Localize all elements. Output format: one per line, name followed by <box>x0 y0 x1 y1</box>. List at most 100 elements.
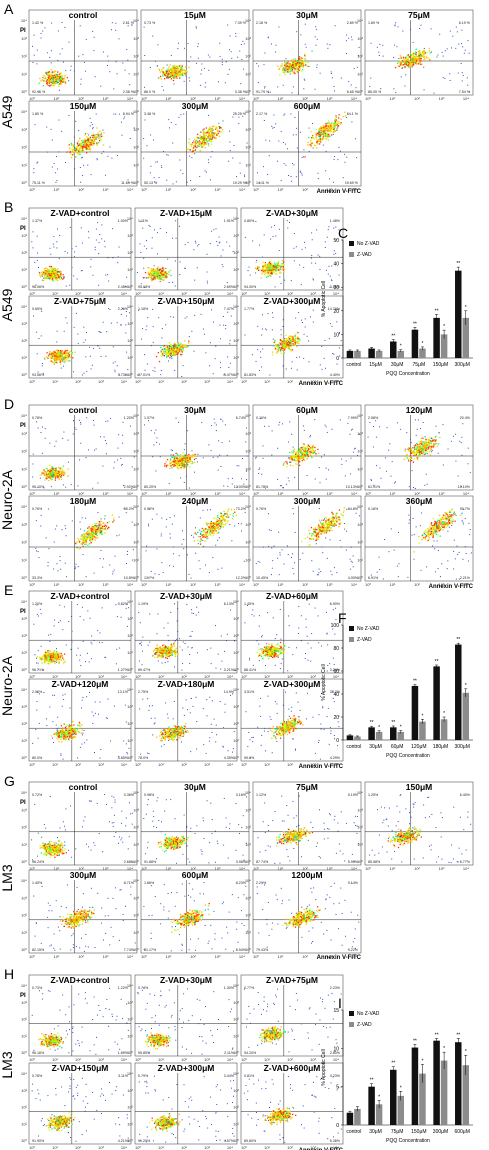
y-tick-label: 10² <box>233 250 239 255</box>
event-dot <box>76 146 78 148</box>
event-dot <box>52 276 54 278</box>
event-dot <box>43 472 45 474</box>
event-dot <box>215 228 217 230</box>
event-dot <box>318 129 321 131</box>
event-dot <box>152 272 154 274</box>
event-dot <box>97 132 99 134</box>
plot-frame <box>140 9 250 96</box>
event-dot <box>152 308 154 310</box>
event-dot <box>295 63 297 65</box>
event-dot <box>46 72 48 74</box>
event-dot <box>36 353 38 355</box>
event-dot <box>60 80 62 82</box>
event-dot <box>182 457 184 459</box>
event-dot <box>205 134 207 136</box>
event-dot <box>53 246 55 248</box>
event-dot <box>39 274 41 276</box>
event-dot <box>278 345 280 347</box>
event-dot <box>48 272 50 275</box>
x-tick-label: 10² <box>287 291 293 296</box>
event-dot <box>260 269 262 271</box>
event-dot <box>401 60 404 62</box>
event-dot <box>44 274 46 276</box>
event-dot <box>297 68 299 70</box>
event-dot <box>287 346 290 349</box>
event-dot <box>116 73 118 75</box>
event-dot <box>283 348 285 351</box>
event-dot <box>163 271 165 273</box>
event-dot <box>43 275 45 277</box>
event-dot <box>285 346 287 348</box>
event-dot <box>167 74 169 76</box>
event-dot <box>45 272 47 275</box>
event-dot <box>57 78 59 80</box>
event-dot <box>210 156 212 158</box>
event-dot <box>173 350 175 352</box>
event-dot <box>284 62 286 64</box>
event-dot <box>62 357 64 359</box>
event-dot <box>267 271 269 273</box>
event-dot <box>159 272 161 275</box>
event-dot <box>158 275 160 277</box>
event-dot <box>81 149 84 152</box>
event-dot <box>222 249 224 251</box>
event-dot <box>281 344 283 346</box>
event-dot <box>107 274 109 276</box>
event-dot <box>316 142 318 144</box>
event-dot <box>281 342 283 344</box>
event-dot <box>88 141 90 143</box>
event-dot <box>271 351 274 353</box>
event-dot <box>263 119 265 121</box>
event-dot <box>414 52 416 55</box>
event-dot <box>289 338 291 340</box>
event-dot <box>182 349 185 351</box>
event-dot <box>171 66 173 68</box>
event-dot <box>197 57 199 59</box>
event-dot <box>125 315 127 317</box>
event-dot <box>188 66 190 69</box>
event-dot <box>417 63 419 65</box>
event-dot <box>85 356 87 358</box>
event-dot <box>271 312 273 314</box>
event-dot <box>54 361 57 364</box>
event-dot <box>329 130 331 133</box>
event-dot <box>282 261 285 263</box>
event-dot <box>302 64 305 67</box>
event-dot <box>92 141 94 143</box>
event-dot <box>86 145 88 147</box>
event-dot <box>439 33 441 35</box>
event-dot <box>40 273 42 276</box>
event-dot <box>189 149 191 151</box>
event-dot <box>47 274 49 276</box>
event-dot <box>170 69 172 71</box>
event-dot <box>186 148 188 151</box>
y-tick-label: 10⁴ <box>133 413 139 418</box>
event-dot <box>125 324 127 326</box>
event-dot <box>100 135 102 138</box>
event-dot <box>351 39 353 41</box>
event-dot <box>57 268 59 270</box>
event-dot <box>56 352 58 355</box>
event-dot <box>415 59 417 62</box>
event-dot <box>257 266 259 269</box>
event-dot <box>53 276 56 278</box>
event-dot <box>197 136 199 139</box>
event-dot <box>48 476 50 478</box>
event-dot <box>78 55 80 57</box>
event-dot <box>172 72 174 74</box>
event-dot <box>304 247 306 249</box>
x-tick-label: 10² <box>190 187 196 192</box>
event-dot <box>52 71 55 73</box>
event-dot <box>210 143 213 145</box>
event-dot <box>235 33 237 35</box>
event-dot <box>211 131 213 133</box>
quadrant-q3-value: 80.20% <box>144 485 157 489</box>
event-dot <box>161 328 163 330</box>
event-dot <box>70 353 72 356</box>
event-dot <box>77 342 79 344</box>
event-dot <box>412 62 415 65</box>
event-dot <box>399 60 402 62</box>
event-dot <box>269 261 272 263</box>
plot-title: 15μM <box>184 10 206 20</box>
